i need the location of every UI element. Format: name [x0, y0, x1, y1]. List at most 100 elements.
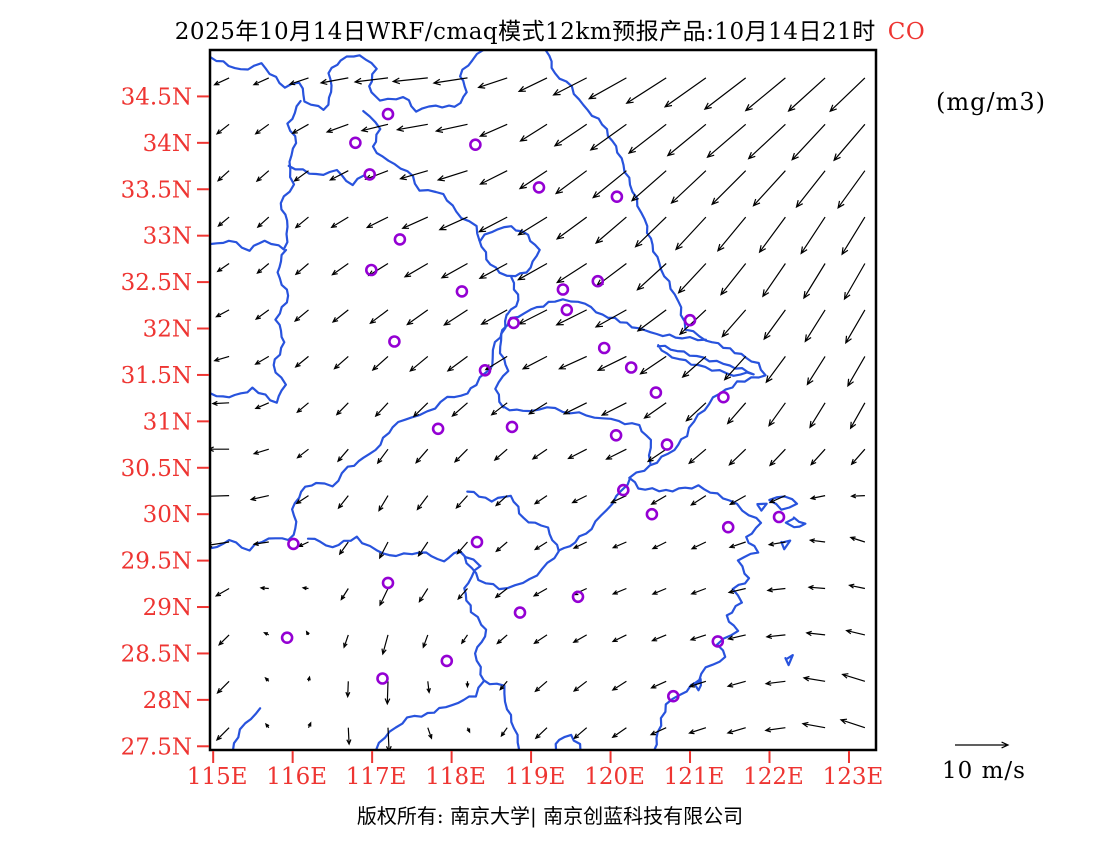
- station-marker: [507, 316, 520, 330]
- wind-arrow: [845, 629, 866, 636]
- wind-arrow: [478, 262, 508, 279]
- wind-arrow: [480, 309, 508, 325]
- station-marker: [717, 390, 730, 404]
- wind-arrow: [395, 123, 428, 132]
- unit-label: (mg/m3): [936, 88, 1046, 116]
- wind-arrow: [808, 538, 826, 544]
- wind-arrow: [417, 541, 429, 558]
- map-boundary-line: [494, 313, 510, 409]
- wind-arrow: [291, 123, 309, 135]
- y-axis-label: 30.5N: [121, 456, 192, 482]
- wind-arrow: [499, 680, 508, 691]
- species-label: CO: [887, 19, 926, 45]
- wind-arrow: [294, 263, 309, 276]
- wind-arrow: [218, 634, 230, 646]
- wind-scale-label: 10 m/s: [942, 758, 1026, 784]
- wind-arrow: [426, 681, 431, 694]
- station-marker: [469, 138, 482, 151]
- wind-arrow: [810, 448, 826, 466]
- wind-arrow: [630, 170, 667, 202]
- y-axis-label: 31.5N: [121, 363, 192, 389]
- map-frame: [208, 48, 878, 752]
- wind-arrow: [436, 170, 468, 182]
- wind-arrow: [804, 309, 826, 343]
- wind-arrow: [555, 309, 587, 326]
- wind-arrow: [338, 541, 349, 556]
- chart-title-text: 2025年10月14日WRF/cmaq模式12km预报产品:10月14日21时: [174, 19, 876, 45]
- wind-arrow: [216, 680, 230, 694]
- wind-arrow: [806, 356, 826, 386]
- wind-arrow: [553, 123, 588, 147]
- map-boundary-line: [463, 564, 521, 750]
- station-marker: [556, 283, 570, 296]
- wind-arrow: [456, 541, 468, 555]
- wind-arrow: [625, 77, 667, 104]
- wind-arrow: [376, 448, 389, 465]
- wind-arrow: [440, 262, 468, 279]
- wind-arrow: [801, 721, 826, 729]
- wind-arrow: [787, 77, 826, 112]
- wind-arrow: [809, 495, 826, 501]
- wind-arrow: [650, 680, 667, 689]
- station-marker: [532, 181, 546, 194]
- wind-arrow: [572, 541, 587, 549]
- wind-arrow: [384, 681, 391, 706]
- wind-arrow: [391, 77, 428, 85]
- wind-arrow: [216, 263, 230, 273]
- wind-arrow: [768, 448, 786, 467]
- station-marker: [505, 420, 519, 434]
- wind-arrow: [634, 216, 667, 248]
- wind-arrow: [252, 448, 269, 455]
- wind-arrow: [711, 170, 747, 206]
- wind-arrow: [849, 536, 866, 543]
- wind-arrow: [264, 676, 270, 682]
- wind-arrow: [611, 727, 627, 739]
- wind-arrow: [249, 495, 269, 502]
- wind-arrow: [596, 355, 627, 371]
- station-marker: [287, 537, 300, 551]
- map-boundary-line: [458, 490, 560, 591]
- wind-arrow: [609, 495, 627, 504]
- wind-arrow: [532, 587, 548, 597]
- wind-arrow: [554, 170, 588, 195]
- wind-arrow: [329, 170, 349, 181]
- wind-arrow: [533, 495, 548, 505]
- station-marker: [381, 107, 395, 121]
- wind-arrow: [371, 355, 389, 371]
- wind-arrow: [259, 586, 269, 591]
- wind-arrow: [293, 309, 309, 322]
- wind-arrow: [215, 309, 230, 318]
- wind-arrow: [688, 448, 707, 465]
- wind-arrow: [666, 123, 707, 157]
- wind-arrow: [649, 727, 667, 736]
- wind-arrow: [254, 355, 270, 365]
- map-boundary-line: [780, 539, 792, 551]
- wind-arrow: [850, 448, 866, 466]
- map-boundary-line: [210, 50, 485, 113]
- y-axis-label: 31N: [143, 409, 192, 435]
- wind-arrow: [422, 634, 429, 649]
- wind-arrow: [301, 586, 309, 591]
- wind-arrow: [252, 77, 270, 86]
- wind-arrow: [849, 402, 866, 430]
- wind-arrow: [353, 77, 389, 85]
- station-marker: [649, 386, 663, 399]
- wind-arrow: [572, 680, 588, 692]
- wind-arrow: [744, 77, 786, 112]
- x-axis-label: 121E: [664, 764, 725, 790]
- map-boundary-line: [478, 225, 541, 278]
- station-marker: [440, 654, 454, 668]
- station-marker: [609, 428, 623, 442]
- wind-arrow: [800, 216, 826, 255]
- wind-arrow: [706, 123, 747, 159]
- wind-arrow: [848, 583, 866, 590]
- wind-arrow: [572, 634, 587, 644]
- wind-arrow: [594, 309, 627, 328]
- wind-arrow: [845, 309, 866, 345]
- wind-arrow: [451, 402, 468, 417]
- wind-arrow: [552, 77, 587, 96]
- station-marker: [431, 422, 445, 436]
- copyright-text: 版权所有: 南京大学| 南京创蓝科技有限公司: [356, 804, 744, 828]
- wind-arrow: [726, 680, 746, 688]
